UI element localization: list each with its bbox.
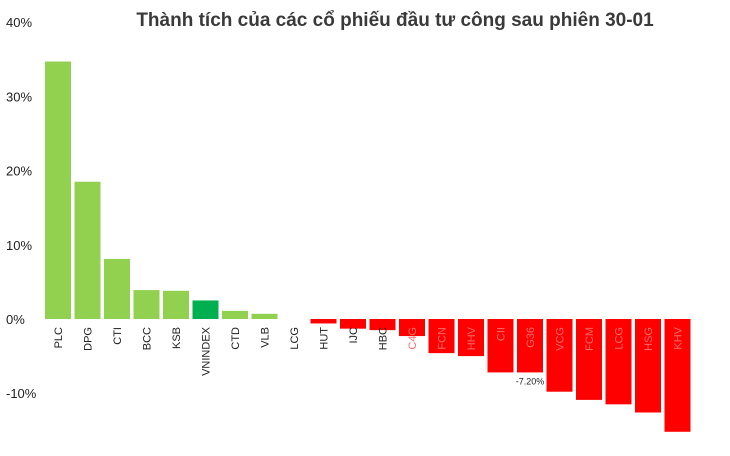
x-tick-label: LCG (614, 327, 626, 350)
x-tick-label: VLB (260, 327, 272, 348)
y-tick-label: 10% (6, 238, 32, 253)
y-tick-label: 0% (6, 312, 25, 327)
data-label: -7.20% (516, 376, 545, 386)
x-tick-label: CTI (112, 327, 124, 345)
y-tick-label: 20% (6, 164, 32, 179)
x-tick-label: LCG (289, 327, 301, 350)
bar-fcm (576, 319, 602, 400)
bar-c4g (399, 319, 425, 337)
bar-hbc (369, 319, 396, 331)
bar-cii (487, 319, 514, 373)
bar-plc (45, 61, 71, 319)
x-tick-label: DPG (83, 327, 95, 351)
bar-ctd (222, 310, 248, 319)
x-tick-label: G36 (525, 327, 537, 348)
bar-hut (310, 319, 337, 324)
bar-vlb (251, 313, 278, 319)
bar-ijc (340, 319, 366, 329)
bar-bcc (133, 290, 160, 319)
bar-vnindex (192, 300, 219, 319)
x-tick-label: PLC (53, 327, 65, 348)
bar-dpg (74, 181, 101, 319)
x-tick-label: CII (496, 327, 508, 341)
x-tick-label: HHV (466, 326, 478, 350)
x-tick-label: KSB (171, 327, 183, 349)
x-tick-label: HBC (378, 327, 390, 350)
x-tick-label: IJC (348, 327, 360, 344)
bar-lcg (605, 319, 632, 405)
x-tick-label: HUT (319, 327, 331, 350)
bar-cti (104, 258, 130, 319)
y-tick-label: 30% (6, 89, 32, 104)
x-tick-label: FCM (584, 327, 596, 351)
bar-fcn (428, 319, 455, 354)
x-tick-label: HSG (643, 327, 655, 351)
bar-ksb (163, 290, 189, 319)
x-tick-label: KHV (673, 326, 685, 349)
y-tick-label: -10% (6, 386, 37, 401)
bar-hsg (635, 319, 661, 413)
x-tick-label: FCN (437, 327, 449, 350)
y-tick-label: 40% (6, 15, 32, 30)
x-tick-label: VCG (555, 327, 567, 351)
x-tick-label: VNINDEX (201, 326, 213, 376)
bar-hhv (458, 319, 484, 357)
x-tick-label: C4G (407, 327, 419, 350)
bar-g36 (517, 319, 543, 373)
bar-khv (664, 319, 691, 432)
x-tick-label: CTD (230, 327, 242, 350)
bar-vcg (546, 319, 573, 392)
chart-title: Thành tích của các cổ phiếu đầu tư công … (136, 10, 654, 31)
x-tick-label: BCC (142, 327, 154, 350)
